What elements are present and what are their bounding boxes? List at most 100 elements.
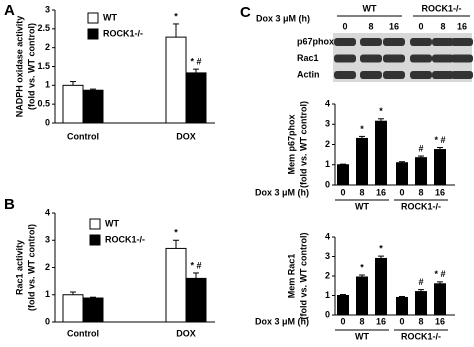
y-axis-label: Mem p67phox [286, 114, 296, 174]
blot-band [360, 54, 382, 63]
legend-swatch [87, 12, 99, 24]
blot-row-label: Rac1 [297, 53, 319, 63]
y-tick-label: 2 [45, 42, 50, 52]
x-tick-label: 16 [435, 187, 445, 197]
blot-band [432, 54, 454, 63]
bar [165, 36, 187, 124]
x-tick-label: 8 [359, 187, 364, 197]
group-label: WT [355, 331, 369, 341]
bar [356, 276, 368, 316]
y-tick-label: 2.5 [37, 23, 50, 33]
blot-band [383, 54, 405, 63]
significance-marker: * [360, 124, 364, 134]
significance-marker: * # [190, 260, 201, 270]
lane-label: 16 [389, 21, 399, 31]
x-tick-label: DOX [176, 131, 196, 141]
blot-band [451, 54, 473, 63]
blot-band [432, 71, 454, 79]
group-label: ROCK1-/- [401, 331, 441, 341]
y-tick-label: 2 [325, 139, 330, 149]
bar [375, 257, 387, 316]
y-tick-label: 1 [325, 290, 330, 300]
y-tick-label: 0 [45, 117, 50, 127]
legend-swatch [87, 28, 99, 40]
bar [396, 162, 408, 186]
legend-label: WT [105, 218, 119, 228]
blot-band [360, 71, 382, 79]
y-tick-label: 1 [45, 289, 50, 299]
x-tick-label: 0 [399, 316, 404, 326]
lane-label: 8 [368, 21, 373, 31]
y-tick-label: 3 [325, 251, 330, 261]
blot-band [451, 38, 473, 46]
blot-band [334, 54, 356, 63]
group-label: ROCK1-/- [422, 3, 462, 13]
bar [62, 84, 84, 124]
blot-band [410, 38, 432, 46]
lane-label: 0 [342, 21, 347, 31]
y-tick-label: 1.5 [37, 61, 50, 71]
x-tick-label: 0 [340, 187, 345, 197]
y-tick-label: 3 [325, 119, 330, 129]
blot-band [383, 38, 405, 46]
legend-label: ROCK1-/- [105, 234, 145, 244]
y-axis-label: (fold vs. WT control) [298, 101, 308, 188]
y-tick-label: 4 [45, 207, 50, 217]
y-axis-label: (fold vs. WT control) [298, 233, 308, 320]
group-label: ROCK1-/- [401, 201, 441, 211]
x-axis-label: Dox 3 μM (h) [255, 316, 309, 326]
blot-row-label: Actin [297, 69, 320, 79]
bar [375, 120, 387, 186]
legend-label: ROCK1-/- [103, 28, 143, 38]
legend-swatch [89, 218, 101, 230]
x-tick-label: DOX [176, 328, 196, 338]
significance-marker: * # [434, 135, 445, 145]
bar [415, 157, 427, 186]
significance-marker: * [379, 243, 383, 253]
x-axis-label: Dox 3 μM (h) [255, 187, 309, 197]
y-tick-label: 0 [325, 179, 330, 189]
y-tick-label: 3 [45, 235, 50, 245]
x-tick-label: 16 [376, 187, 386, 197]
y-tick-label: 4 [325, 231, 330, 241]
blot-band [334, 71, 356, 79]
y-tick-label: 0 [325, 309, 330, 319]
panel-label: B [4, 196, 15, 213]
blot-band [410, 71, 432, 79]
bar [337, 164, 349, 186]
blot-row-label: p67phox [297, 36, 334, 46]
y-tick-label: 0.5 [37, 99, 50, 109]
bar [185, 277, 207, 323]
panel-label: A [4, 2, 15, 19]
bar [165, 247, 187, 323]
blot-band [451, 71, 473, 79]
x-tick-label: 0 [340, 316, 345, 326]
bar [396, 296, 408, 316]
y-tick-label: 3 [45, 4, 50, 14]
y-tick-label: 2 [45, 262, 50, 272]
legend-swatch [89, 234, 101, 246]
x-tick-label: Control [67, 131, 99, 141]
lane-label: 16 [457, 21, 467, 31]
y-tick-label: 2 [325, 270, 330, 280]
y-axis-label: (fold vs. WT control) [26, 23, 36, 110]
bar [434, 283, 446, 316]
significance-marker: # [418, 277, 423, 287]
lane-label: 0 [418, 21, 423, 31]
y-axis-label: NADPH oxidase activity [14, 16, 24, 118]
bar [82, 297, 104, 323]
treatment-label: Dox 3 μM (h) [256, 13, 310, 23]
y-axis-label: Rac1 activity [14, 240, 24, 295]
x-tick-label: 8 [418, 187, 423, 197]
group-label: WT [363, 3, 377, 13]
x-tick-label: 16 [376, 316, 386, 326]
y-tick-label: 0 [45, 316, 50, 326]
blot-band [383, 71, 405, 79]
significance-marker: * [360, 262, 364, 272]
y-tick-label: 1 [325, 159, 330, 169]
significance-marker: * [379, 106, 383, 116]
blot-band [410, 54, 432, 63]
x-tick-label: 0 [399, 187, 404, 197]
legend-label: WT [103, 12, 117, 22]
